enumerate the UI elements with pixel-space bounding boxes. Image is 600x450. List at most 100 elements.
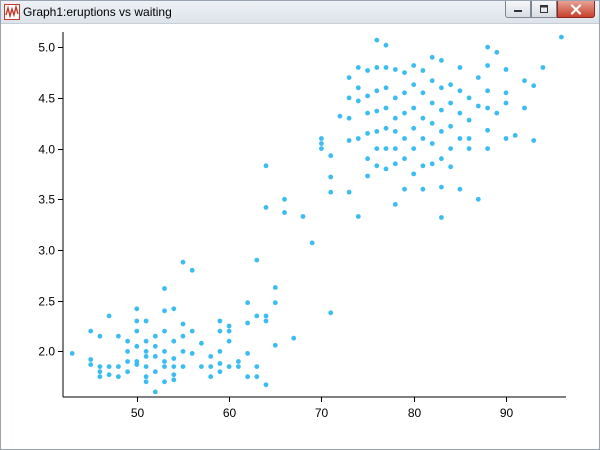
data-point [88, 357, 94, 362]
data-point [383, 105, 389, 111]
data-point [272, 285, 278, 290]
data-point [439, 129, 444, 134]
y-tick-label: 2.5 [38, 295, 55, 309]
y-tick-label: 4.0 [38, 143, 55, 157]
data-point [263, 318, 269, 324]
data-point [383, 146, 389, 151]
data-point [116, 374, 121, 380]
data-point [383, 42, 389, 48]
data-point [392, 67, 398, 72]
title-bar[interactable]: Graph1:eruptions vs waiting [1, 1, 599, 24]
data-point [374, 88, 380, 94]
data-point [143, 374, 149, 380]
close-button[interactable] [557, 1, 595, 18]
data-point [383, 65, 389, 70]
x-tick-label: 50 [131, 406, 145, 420]
data-point [374, 163, 380, 169]
data-point [494, 110, 500, 116]
data-point [162, 286, 167, 291]
data-point [346, 138, 352, 143]
data-point [162, 328, 167, 334]
data-point [309, 240, 315, 246]
data-point [300, 214, 306, 219]
data-point [429, 78, 435, 84]
data-point [365, 68, 370, 73]
data-point [392, 161, 398, 167]
data-point [143, 318, 149, 324]
data-point [254, 313, 260, 319]
data-point [392, 202, 398, 207]
data-point [503, 136, 509, 141]
data-point [152, 369, 158, 375]
data-point [199, 340, 204, 346]
axes: 2.0 2.5 3.0 3.5 4.0 4.5 5.0 50 60 70 80 90 [38, 32, 566, 420]
data-point [485, 63, 490, 68]
data-point [411, 63, 417, 68]
data-point [439, 107, 444, 113]
data-point [392, 95, 398, 101]
data-point [152, 343, 158, 349]
data-point [143, 349, 149, 354]
minimize-button[interactable] [505, 1, 531, 18]
data-point [457, 65, 463, 70]
data-point [466, 95, 472, 101]
data-point [263, 313, 269, 319]
data-point [411, 171, 417, 177]
data-point [143, 379, 149, 385]
data-point [448, 123, 453, 129]
data-point [263, 163, 269, 169]
data-point [559, 34, 564, 40]
data-point [143, 364, 149, 369]
data-point [226, 328, 232, 334]
data-point [420, 163, 426, 169]
data-point [328, 189, 334, 195]
data-point [88, 328, 94, 334]
maximize-button[interactable] [531, 1, 557, 18]
data-point [162, 349, 167, 354]
data-point [402, 136, 407, 141]
data-point [485, 88, 490, 94]
maximize-icon [540, 5, 548, 13]
data-point [106, 372, 112, 378]
data-point [466, 146, 472, 151]
data-point [429, 100, 435, 106]
data-point [402, 70, 407, 75]
x-tick-label: 60 [223, 406, 237, 420]
data-point [448, 164, 453, 170]
data-point [402, 156, 407, 162]
data-point [263, 205, 269, 210]
data-point [346, 189, 352, 195]
data-point [411, 125, 417, 131]
data-point [374, 108, 380, 114]
data-point [383, 166, 389, 172]
data-point [429, 161, 435, 167]
data-point [485, 44, 490, 50]
data-point [383, 85, 389, 91]
data-point [208, 364, 214, 369]
data-point [88, 362, 94, 367]
data-point [272, 300, 278, 306]
data-point [383, 125, 389, 131]
data-point [180, 333, 186, 339]
data-point [429, 54, 435, 60]
data-point [475, 75, 481, 80]
data-point [189, 267, 195, 273]
data-point [439, 156, 444, 162]
data-point [171, 338, 177, 344]
data-point [106, 364, 112, 369]
data-point [180, 259, 186, 265]
data-point [245, 351, 251, 356]
data-point [420, 136, 426, 141]
data-point [236, 359, 241, 364]
y-tick-label: 3.5 [38, 193, 55, 207]
data-point [189, 351, 195, 356]
data-point [328, 310, 334, 316]
data-point [355, 98, 361, 104]
data-point [171, 306, 177, 312]
x-tick-label: 70 [315, 406, 329, 420]
data-point [226, 323, 232, 329]
data-point [217, 328, 223, 334]
data-point [531, 138, 537, 143]
data-point [217, 318, 223, 324]
